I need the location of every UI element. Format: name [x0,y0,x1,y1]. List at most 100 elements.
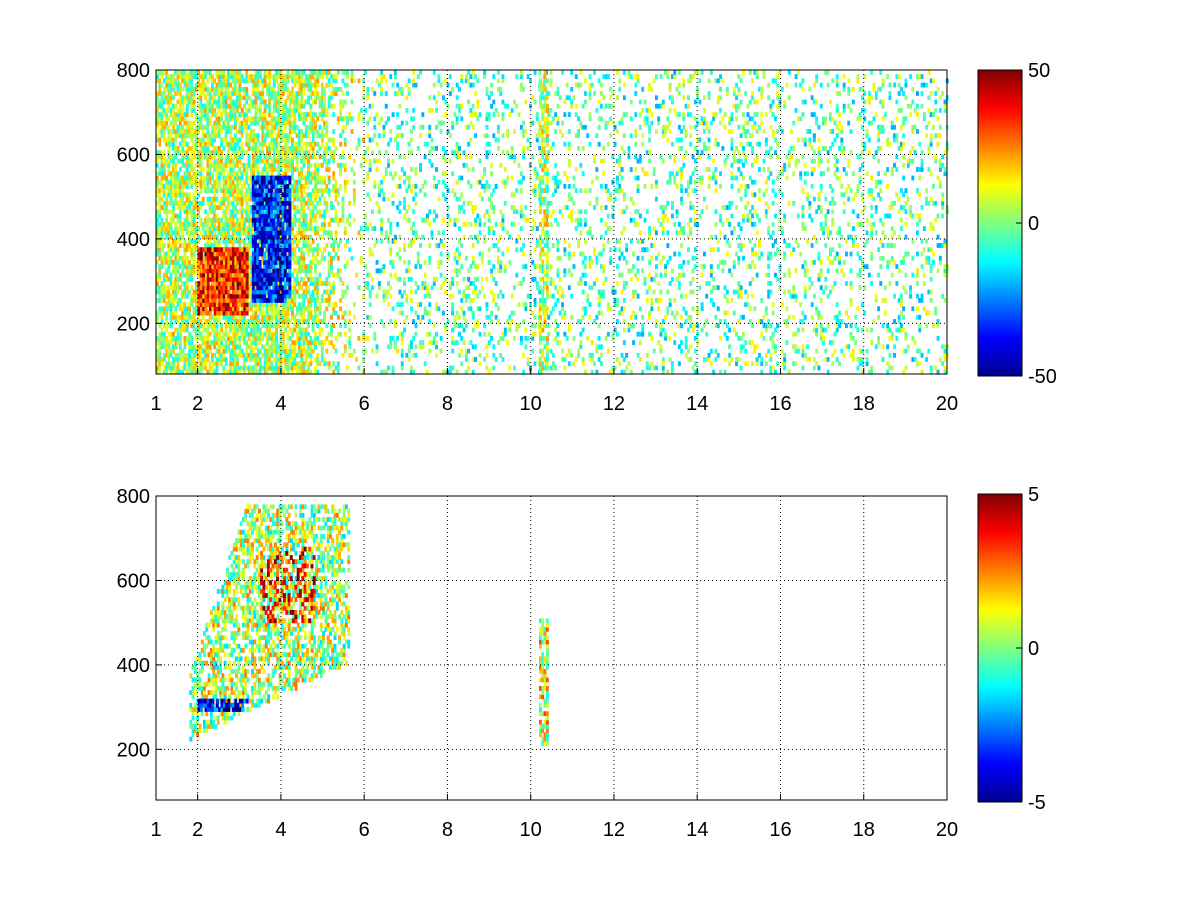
heatmap-cell [362,137,365,143]
heatmap-cell [254,78,258,84]
heatmap-cell [220,352,223,358]
heatmap-cell [160,306,164,312]
heatmap-cell [281,289,285,295]
heatmap-cell [208,340,212,345]
heatmap-cell [156,158,159,164]
heatmap-cell [224,205,228,210]
heatmap-cell [185,129,189,134]
heatmap-cell [236,116,239,122]
heatmap-cell [211,298,215,303]
heatmap-cell [236,238,239,244]
heatmap-cell [233,323,237,329]
heatmap-cell [270,230,273,236]
heatmap-cell [220,340,223,345]
heatmap-cell [286,238,289,244]
heatmap-cell [272,336,276,341]
heatmap-cell [215,238,219,244]
heatmap-cell [295,336,299,341]
heatmap-cell [281,230,285,236]
heatmap-cell [206,272,210,278]
heatmap-cell [286,158,290,164]
heatmap-cell [295,310,299,316]
heatmap-cell [276,188,280,193]
heatmap-cell [256,268,260,274]
heatmap-cell [256,70,260,75]
heatmap-cell [251,209,255,215]
heatmap-cell [158,200,162,206]
heatmap-cell [307,319,310,324]
heatmap-cell [277,154,281,160]
heatmap-cell [288,188,292,193]
heatmap-cell [295,268,299,274]
heatmap-cell [268,103,272,109]
heatmap-cell [309,348,313,354]
heatmap-cell [323,209,327,215]
heatmap-cell [231,327,235,333]
heatmap-cell [181,124,185,130]
heatmap-cell [156,74,159,79]
heatmap-cell [286,331,290,337]
heatmap-cell [318,331,322,337]
heatmap-cell [281,302,285,307]
heatmap-cell [272,260,276,265]
heatmap-cell [167,209,171,215]
heatmap-cell [260,184,264,189]
heatmap-cell [286,146,290,151]
heatmap-cell [240,314,244,320]
heatmap-cell [323,319,327,324]
heatmap-cell [227,272,231,278]
heatmap-cell [256,352,260,358]
heatmap-cell [245,302,249,307]
heatmap-cell [316,209,320,215]
heatmap-cell [298,310,301,316]
heatmap-cell [156,213,159,219]
heatmap-cell [217,243,221,248]
heatmap-cell [197,200,201,206]
heatmap-cell [233,141,237,147]
heatmap-cell [165,74,169,79]
heatmap-cell [362,331,365,337]
heatmap-cell [352,78,356,84]
heatmap-cell [245,213,249,219]
heatmap-cell [302,314,306,320]
heatmap-cell [251,272,255,278]
heatmap-cell [172,184,175,189]
heatmap-cell [270,365,274,371]
heatmap-cell [232,298,235,303]
heatmap-cell [346,116,349,122]
heatmap-cell [211,285,215,291]
heatmap-cell [158,331,162,337]
heatmap-cell [265,310,269,316]
heatmap-cell [311,281,315,286]
heatmap-cell [267,217,271,223]
heatmap-cell [220,336,223,341]
heatmap-cell [307,314,310,320]
heatmap-cell [281,298,285,303]
heatmap-cell [227,217,230,223]
heatmap-cell [181,323,185,329]
heatmap-cell [346,120,349,126]
heatmap-cell [156,230,159,236]
heatmap-cell [307,150,310,155]
heatmap-cell [318,302,322,307]
heatmap-cell [286,293,289,299]
heatmap-cell [276,298,280,303]
heatmap-cell [314,340,317,345]
heatmap-cell [260,243,264,248]
heatmap-cell [174,357,178,362]
heatmap-cell [236,184,239,189]
heatmap-cell [263,192,267,198]
heatmap-cell [158,192,162,198]
heatmap-cell [276,293,280,299]
heatmap-cell [222,91,226,96]
heatmap-cell [185,369,189,375]
heatmap-cell [197,226,201,231]
heatmap-cell [227,319,230,324]
heatmap-cell [213,268,217,274]
heatmap-cell [206,230,210,236]
heatmap-cell [346,217,349,223]
heatmap-cell [178,357,182,362]
heatmap-cell [277,365,281,371]
heatmap-cell [249,167,253,172]
heatmap-cell [325,167,329,172]
